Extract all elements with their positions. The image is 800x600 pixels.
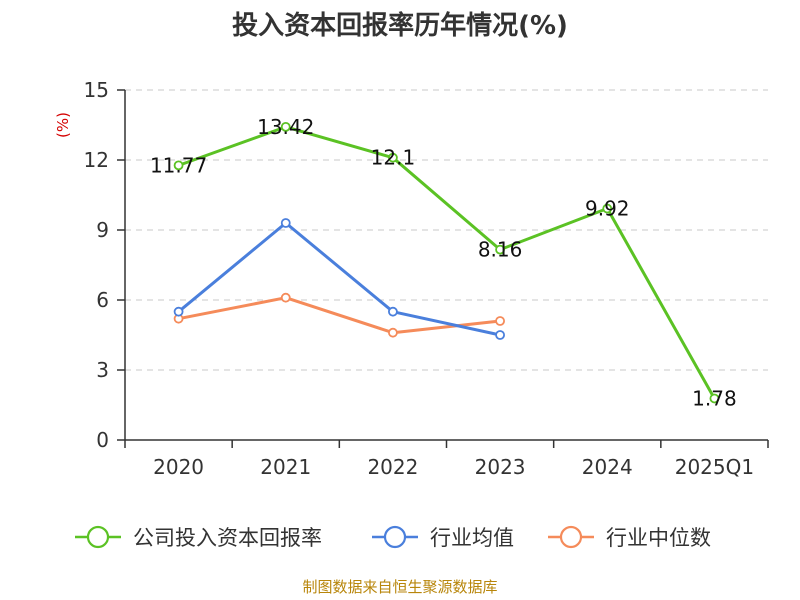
legend-marker	[383, 525, 407, 549]
legend-label: 公司投入资本回报率	[133, 526, 322, 550]
y-tick-label: 15	[84, 78, 109, 102]
data-point	[173, 306, 184, 317]
data-point	[495, 244, 505, 255]
data-label: 12.1	[371, 146, 416, 170]
data-point	[602, 203, 613, 214]
chart-title: 投入资本回报率历年情况(%)	[232, 10, 568, 41]
series-layer: 11.77 13.42 12.1 8.16 9.92 1.78	[150, 115, 737, 411]
legend-label: 行业中位数	[606, 526, 711, 550]
x-tick-label: 2025Q1	[675, 455, 754, 479]
data-point	[280, 218, 291, 228]
data-label: 11.77	[150, 153, 207, 177]
y-axis-label: (%)	[54, 112, 72, 138]
data-label: 8.16	[478, 238, 523, 262]
series-line	[177, 221, 501, 337]
grid-lines	[125, 89, 768, 371]
data-label: 13.42	[257, 115, 314, 139]
x-tick-label: 2024	[582, 455, 633, 479]
data-point	[388, 306, 398, 317]
data-point	[280, 292, 291, 303]
y-tick-label: 12	[84, 148, 109, 172]
source-note: 制图数据来自恒生聚源数据库	[302, 578, 497, 596]
series-line	[178, 296, 501, 335]
x-tick-label: 2021	[260, 455, 311, 479]
data-label: 1.78	[692, 386, 737, 410]
y-tick-label: 6	[96, 288, 109, 312]
legend-marker	[86, 525, 110, 549]
x-tick-label: 2020	[153, 455, 204, 479]
axes: 0 3 6 9 12 15 2020 2021 2022 2023 2024 2025Q1	[84, 78, 769, 479]
y-tick-label: 9	[96, 218, 109, 242]
data-point	[280, 121, 291, 132]
data-label: 9.92	[585, 197, 630, 221]
legend-label: 行业均值	[430, 526, 514, 550]
data-point	[173, 160, 184, 171]
x-tick-label: 2022	[367, 455, 418, 479]
data-point	[495, 330, 505, 340]
y-tick-label: 0	[96, 428, 109, 452]
series-line	[178, 125, 716, 400]
y-tick-label: 3	[96, 358, 109, 382]
data-point	[495, 316, 505, 326]
legend: 公司投入资本回报率 行业均值 行业中位数	[75, 525, 711, 550]
data-point	[388, 327, 398, 338]
data-point	[388, 152, 398, 163]
x-tick-label: 2023	[475, 455, 526, 479]
legend-marker	[559, 525, 583, 549]
data-point	[709, 393, 720, 404]
